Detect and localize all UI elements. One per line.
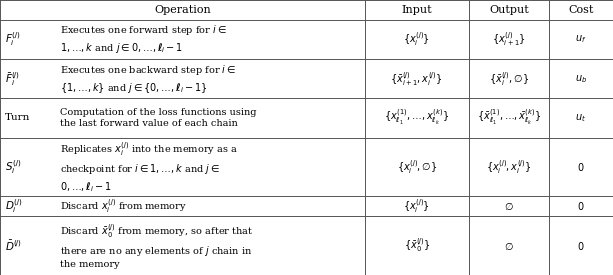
Text: $\{\bar{x}_{i+1}^{(j)}, x_i^{(j)}\}$: $\{\bar{x}_{i+1}^{(j)}, x_i^{(j)}\}$ <box>390 70 443 88</box>
Text: Discard $\bar{x}_0^{(j)}$ from memory, so after that
there are no any elements o: Discard $\bar{x}_0^{(j)}$ from memory, s… <box>60 222 253 269</box>
Text: $\varnothing$: $\varnothing$ <box>504 240 514 252</box>
Text: Input: Input <box>402 5 432 15</box>
Text: Cost: Cost <box>568 5 593 15</box>
Text: Discard $x_i^{(j)}$ from memory: Discard $x_i^{(j)}$ from memory <box>60 197 187 215</box>
Text: Output: Output <box>489 5 528 15</box>
Text: Operation: Operation <box>154 5 211 15</box>
Text: $0$: $0$ <box>577 161 585 173</box>
Text: $0$: $0$ <box>577 240 585 252</box>
Text: $u_f$: $u_f$ <box>575 34 587 45</box>
Text: $S_i^{(j)}$: $S_i^{(j)}$ <box>5 158 21 176</box>
Text: $\varnothing$: $\varnothing$ <box>504 200 514 212</box>
Text: Computation of the loss functions using
the last forward value of each chain: Computation of the loss functions using … <box>60 108 257 128</box>
Text: $\{x_i^{(j)}, x_i^{(j)}\}$: $\{x_i^{(j)}, x_i^{(j)}\}$ <box>486 158 531 176</box>
Text: $\{x_i^{(j)}, \varnothing\}$: $\{x_i^{(j)}, \varnothing\}$ <box>397 158 437 176</box>
Text: Replicates $x_i^{(j)}$ into the memory as a
checkpoint for $i \in 1,\ldots,k$ an: Replicates $x_i^{(j)}$ into the memory a… <box>60 140 238 194</box>
Text: $\{\bar{x}_{\boldsymbol{\ell}_1}^{(1)},\ldots,\bar{x}_{\boldsymbol{\ell}_k}^{(k): $\{\bar{x}_{\boldsymbol{\ell}_1}^{(1)},\… <box>477 108 541 128</box>
Text: Turn: Turn <box>5 114 30 122</box>
Text: $\{x_i^{(j)}\}$: $\{x_i^{(j)}\}$ <box>403 31 430 48</box>
Text: Executes one forward step for $i \in$
$1,\ldots,k$ and $j \in 0,\ldots,\boldsymb: Executes one forward step for $i \in$ $1… <box>60 23 227 56</box>
Text: $\{x_{\boldsymbol{\ell}_1}^{(1)},\ldots,x_{\boldsymbol{\ell}_k}^{(k)}\}$: $\{x_{\boldsymbol{\ell}_1}^{(1)},\ldots,… <box>384 108 449 128</box>
Text: $\{\bar{x}_i^{(j)}, \varnothing\}$: $\{\bar{x}_i^{(j)}, \varnothing\}$ <box>489 70 529 88</box>
Text: $F_i^{(j)}$: $F_i^{(j)}$ <box>5 31 21 48</box>
Text: $D_i^{(j)}$: $D_i^{(j)}$ <box>5 197 23 215</box>
Text: $\{\bar{x}_0^{(j)}\}$: $\{\bar{x}_0^{(j)}\}$ <box>403 237 430 254</box>
Text: $u_b$: $u_b$ <box>575 73 587 85</box>
Text: $u_t$: $u_t$ <box>575 112 587 124</box>
Text: $\bar{F}_i^{(j)}$: $\bar{F}_i^{(j)}$ <box>5 70 20 88</box>
Text: $\{x_i^{(j)}\}$: $\{x_i^{(j)}\}$ <box>403 197 430 215</box>
Text: Executes one backward step for $i \in$
$\{1,\ldots,k\}$ and $j \in \{0,\ldots,\b: Executes one backward step for $i \in$ $… <box>60 63 236 95</box>
Text: $0$: $0$ <box>577 200 585 212</box>
Text: $\bar{D}^{(j)}$: $\bar{D}^{(j)}$ <box>5 238 22 253</box>
Text: $\{x_{i+1}^{(j)}\}$: $\{x_{i+1}^{(j)}\}$ <box>492 31 526 48</box>
